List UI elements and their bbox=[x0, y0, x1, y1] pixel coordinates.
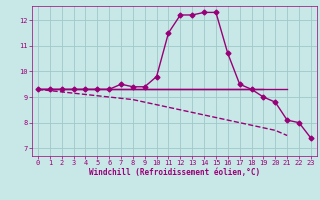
X-axis label: Windchill (Refroidissement éolien,°C): Windchill (Refroidissement éolien,°C) bbox=[89, 168, 260, 177]
